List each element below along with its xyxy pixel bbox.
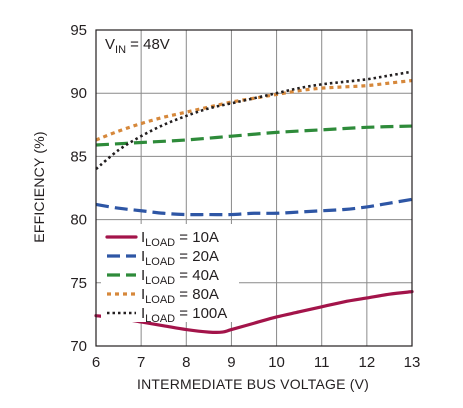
legend-label-rest: = 40A: [175, 267, 219, 284]
legend-label-main: I: [141, 267, 145, 284]
legend-label-s80: ILOAD = 80A: [141, 286, 219, 306]
x-tick-label: 13: [404, 354, 421, 371]
y-axis-title: EFFICIENCY (%): [31, 131, 47, 242]
y-tick-label: 95: [70, 22, 87, 39]
legend-label-sub: LOAD: [145, 237, 175, 249]
legend-label-rest: = 10A: [175, 229, 219, 246]
legend-label-sub: LOAD: [145, 313, 175, 325]
legend-label-s20: ILOAD = 20A: [141, 248, 219, 268]
series-line-s20: [95, 197, 413, 217]
legend-label-sub: LOAD: [145, 275, 175, 287]
legend-label-rest: = 80A: [175, 286, 219, 303]
x-tick-label: 11: [314, 354, 330, 371]
legend-label-sub: LOAD: [145, 294, 175, 306]
x-tick-label: 9: [227, 354, 235, 371]
x-tick-label: 7: [137, 354, 145, 371]
x-tick-label: 10: [268, 354, 285, 371]
legend-label-s40: ILOAD = 40A: [141, 267, 219, 287]
legend-label-s100: ILOAD = 100A: [141, 305, 227, 325]
y-tick-label: 80: [70, 212, 87, 229]
x-tick-label: 12: [359, 354, 376, 371]
plot-frame: [95, 29, 413, 347]
plot-series: [94, 70, 414, 335]
legend-label-rest: = 20A: [175, 248, 219, 265]
vin-annotation-main: V: [105, 36, 115, 53]
series-line-s80: [95, 78, 413, 142]
vin-annotation: VIN = 48V: [105, 36, 170, 56]
y-tick-label: 75: [70, 275, 87, 292]
vin-annotation-sub: IN: [115, 44, 126, 56]
vin-annotation-rest: = 48V: [126, 36, 170, 53]
legend-background: [101, 224, 239, 322]
series-line-s10: [94, 290, 414, 335]
legend-label-main: I: [141, 286, 145, 303]
y-tick-label: 70: [70, 338, 87, 355]
series-line-s40: [95, 124, 413, 147]
x-tick-label: 8: [182, 354, 190, 371]
x-tick-label: 6: [92, 354, 100, 371]
legend-label-main: I: [141, 305, 145, 322]
y-tick-label: 85: [70, 148, 87, 165]
legend-label-s10: ILOAD = 10A: [141, 229, 219, 249]
y-tick-label: 90: [70, 85, 87, 102]
axis-ticks: 6 7 8 9 10 11 12 13 70 75 80 85 90 95: [70, 22, 420, 371]
legend-label-main: I: [141, 229, 145, 246]
legend-label-rest: = 100A: [175, 305, 227, 322]
x-axis-title: INTERMEDIATE BUS VOLTAGE (V): [137, 376, 369, 392]
legend-label-sub: LOAD: [145, 256, 175, 268]
legend-label-main: I: [141, 248, 145, 265]
